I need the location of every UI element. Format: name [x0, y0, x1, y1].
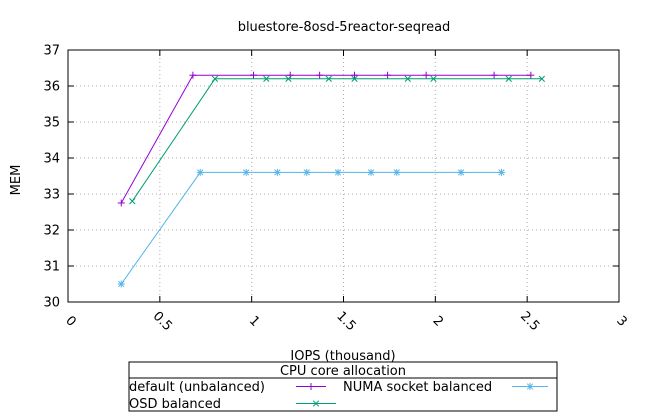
- y-tick-label: 37: [43, 44, 60, 59]
- data-point: [263, 75, 270, 82]
- data-point: [430, 75, 437, 82]
- x-tick-label: 2: [430, 313, 446, 329]
- series-numa-socket-balanced: [117, 168, 505, 288]
- x-tick-label: 1.5: [333, 309, 358, 334]
- series-line: [120, 74, 531, 204]
- data-point: [303, 168, 311, 176]
- y-tick-label: 30: [43, 296, 60, 311]
- x-tick-label: 0.5: [150, 309, 175, 334]
- data-point: [505, 75, 512, 82]
- data-point: [526, 383, 534, 390]
- data-point: [325, 75, 332, 82]
- data-point: [273, 168, 281, 176]
- legend-label: NUMA socket balanced: [343, 380, 492, 395]
- series: [117, 71, 546, 288]
- y-tick-label: 34: [43, 152, 60, 167]
- data-point: [404, 75, 411, 82]
- data-point: [384, 71, 392, 79]
- plot-area: [67, 49, 620, 303]
- legend-title: CPU core allocation: [280, 364, 406, 379]
- series-osd-balanced: [129, 75, 546, 205]
- data-point: [196, 168, 204, 176]
- data-point: [312, 400, 320, 407]
- y-tick-label: 36: [43, 80, 60, 95]
- data-point: [367, 168, 375, 176]
- data-point: [527, 71, 535, 79]
- y-tick-label: 33: [43, 188, 60, 203]
- grid: [68, 50, 619, 302]
- data-point: [490, 71, 498, 79]
- data-point: [538, 75, 546, 82]
- data-point: [129, 198, 136, 205]
- data-point: [117, 280, 125, 288]
- data-point: [334, 168, 342, 176]
- data-point: [307, 383, 315, 390]
- legend: CPU core allocation default (unbalanced)…: [128, 361, 558, 412]
- x-tick-label: 0: [62, 313, 78, 329]
- legend-label: OSD balanced: [129, 397, 221, 412]
- x-tick-label: 3: [613, 313, 629, 329]
- legend-label: default (unbalanced): [129, 380, 265, 395]
- y-axis-label: MEM: [9, 165, 24, 196]
- data-point: [242, 168, 250, 176]
- legend-box: [128, 361, 558, 412]
- axis-ticks: 30 31 32 33 34 35 36 37 0 0.5 1 1.5 2 2.5 3: [43, 44, 629, 335]
- y-tick-label: 35: [43, 116, 60, 131]
- data-point: [351, 71, 359, 79]
- legend-entries: default (unbalanced) NUMA socket balanced…: [129, 380, 548, 412]
- data-point: [422, 71, 430, 79]
- data-point: [316, 71, 324, 79]
- x-tick-label: 2.5: [517, 309, 542, 334]
- legend-entry: default (unbalanced): [129, 380, 326, 395]
- y-tick-label: 32: [43, 224, 60, 239]
- y-tick-label: 31: [43, 260, 60, 275]
- data-point: [351, 75, 358, 82]
- x-tick-label: 1: [246, 313, 262, 329]
- data-point: [457, 168, 465, 176]
- chart-title: bluestore-8osd-5reactor-seqread: [238, 20, 451, 35]
- series-line: [131, 78, 542, 202]
- data-point: [189, 71, 197, 79]
- series-default-unbalanced: [117, 71, 535, 207]
- legend-entry: OSD balanced: [129, 397, 336, 412]
- series-line: [120, 171, 502, 285]
- legend-entry: NUMA socket balanced: [343, 380, 548, 395]
- data-point: [285, 75, 292, 82]
- data-point: [117, 199, 125, 207]
- data-point: [393, 168, 401, 176]
- x-axis-label: IOPS (thousand): [290, 349, 395, 364]
- data-point: [250, 71, 258, 79]
- data-point: [497, 168, 505, 176]
- data-point: [211, 75, 219, 82]
